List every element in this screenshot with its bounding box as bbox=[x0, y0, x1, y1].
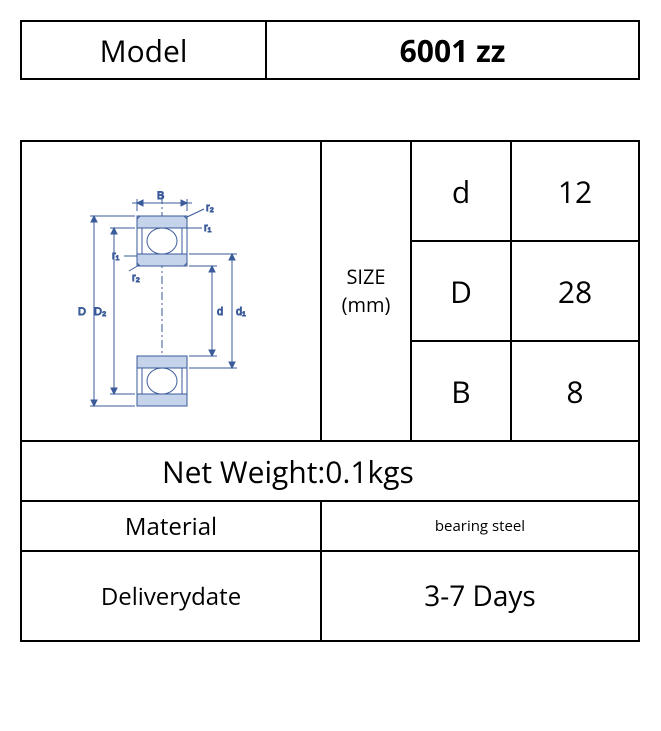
dim-D: D bbox=[78, 306, 86, 318]
dim-r1-left: r₁ bbox=[112, 250, 120, 262]
bearing-diagram: B r₂ r₁ r₁ r₂ bbox=[32, 161, 292, 421]
dim-D2: D₂ bbox=[94, 306, 106, 318]
diagram-cell: B r₂ r₁ r₁ r₂ bbox=[21, 141, 321, 441]
model-value: 6001 zz bbox=[266, 21, 639, 79]
dim-r2-top: r₂ bbox=[206, 202, 214, 214]
model-table: Model 6001 zz bbox=[20, 20, 640, 80]
dim-d1: d₁ bbox=[236, 306, 246, 318]
model-label: Model bbox=[21, 21, 266, 79]
delivery-label: Deliverydate bbox=[21, 551, 321, 641]
delivery-value: 3-7 Days bbox=[321, 551, 639, 641]
dim-d-value: 12 bbox=[511, 141, 639, 241]
size-label-cell: SIZE (mm) bbox=[321, 141, 411, 441]
dim-D-label: D bbox=[411, 241, 511, 341]
dim-r1-right: r₁ bbox=[204, 222, 212, 234]
size-line2: (mm) bbox=[342, 291, 391, 318]
dim-B-label: B bbox=[157, 190, 164, 202]
material-value: bearing steel bbox=[321, 501, 639, 551]
dim-B-value: 8 bbox=[511, 341, 639, 441]
spec-table: B r₂ r₁ r₁ r₂ bbox=[20, 140, 640, 642]
dim-d-label: d bbox=[411, 141, 511, 241]
material-label: Material bbox=[21, 501, 321, 551]
dim-B-label-cell: B bbox=[411, 341, 511, 441]
dim-r2-bot: r₂ bbox=[132, 272, 140, 284]
dim-d: d bbox=[217, 306, 223, 318]
dim-D-value: 28 bbox=[511, 241, 639, 341]
size-line1: SIZE bbox=[346, 263, 385, 290]
net-weight: Net Weight:0.1kgs bbox=[21, 441, 639, 501]
